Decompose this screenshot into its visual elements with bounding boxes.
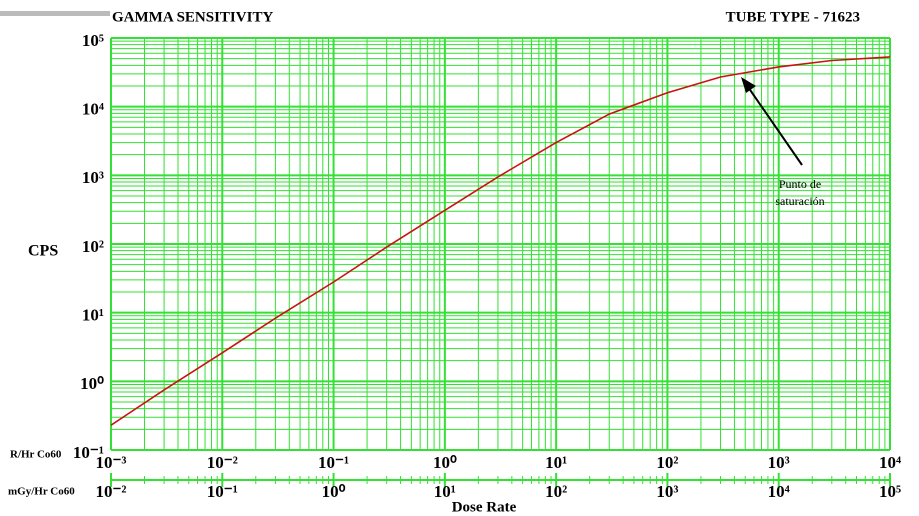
annotation-arrow: [745, 83, 803, 166]
x-tick-label: 10⁻²: [207, 453, 238, 472]
y-tick-label: 10⁵: [82, 31, 104, 50]
x-axis-label: Dose Rate: [452, 499, 517, 515]
y-tick-label: 10³: [82, 168, 104, 187]
x2-axis-name: mGy/Hr Co60: [8, 486, 75, 498]
x2-tick-label: 10⁴: [768, 482, 790, 501]
x2-tick-label: 10³: [656, 482, 678, 501]
chart-title: GAMMA SENSITIVITY: [112, 9, 273, 25]
x-axis-name: R/Hr Co60: [10, 449, 62, 461]
x-tick-label: 10³: [768, 453, 790, 472]
annotation: Punto de: [779, 177, 821, 191]
x-tick-label: 10¹: [545, 453, 567, 472]
x2-tick-label: 10⁻²: [95, 482, 126, 501]
x-tick-label: 10²: [656, 453, 678, 472]
y-tick-label: 10⁰: [80, 374, 104, 393]
x2-tick-label: 10⁻¹: [207, 482, 238, 501]
x-tick-label: 10⁰: [433, 453, 457, 472]
x2-tick-label: 10⁰: [322, 482, 346, 501]
x2-tick-label: 10¹: [434, 482, 456, 501]
arrow-head: [741, 77, 756, 93]
x2-tick-label: 10⁵: [879, 482, 901, 501]
x-tick-label: 10⁻³: [95, 453, 126, 472]
x-tick-label: 10⁻¹: [318, 453, 349, 472]
y-tick-label: 10⁴: [82, 100, 104, 119]
annotation: saturación: [775, 194, 824, 208]
x2-tick-label: 10²: [545, 482, 567, 501]
y-axis-label: CPS: [28, 243, 58, 260]
chart-subtitle: TUBE TYPE - 71623: [726, 9, 860, 25]
y-tick-label: 10⁻¹: [73, 443, 104, 462]
y-tick-label: 10¹: [82, 306, 104, 325]
x-tick-label: 10⁴: [879, 453, 901, 472]
window-artifact: [0, 11, 110, 16]
data-line: [110, 56, 891, 426]
y-tick-label: 10²: [82, 237, 104, 256]
